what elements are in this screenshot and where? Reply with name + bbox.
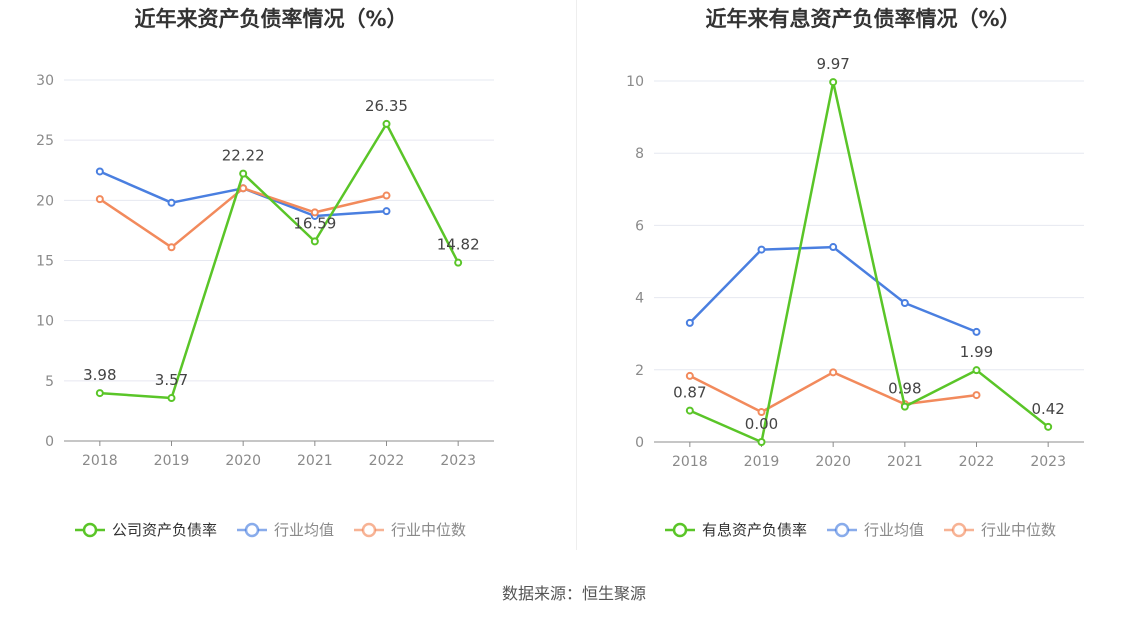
data-point-company	[685, 406, 694, 415]
y-tick-label: 6	[635, 218, 644, 234]
data-point-company	[757, 438, 766, 446]
data-point-industry-median	[310, 208, 319, 217]
y-tick-label: 10	[626, 74, 644, 90]
data-point-industry-median	[685, 371, 694, 380]
legend-marker-company	[672, 522, 688, 538]
x-tick-label: 2021	[297, 453, 333, 469]
data-point-industry-mean	[382, 207, 391, 216]
data-label: 0.98	[888, 380, 921, 398]
legend-marker-industry-median	[361, 522, 377, 538]
data-point-industry-mean	[829, 243, 838, 252]
legend-label-company: 公司资产负债率	[112, 521, 217, 539]
x-tick-label: 2019	[744, 454, 780, 470]
data-label: 16.59	[293, 214, 336, 232]
legend-label-industry-median: 行业中位数	[981, 521, 1056, 539]
legend-marker-company	[82, 522, 98, 538]
y-tick-label: 20	[36, 193, 54, 209]
data-point-company	[239, 169, 248, 178]
series-line-industry-median	[99, 187, 387, 249]
series-line-industry-mean	[688, 245, 977, 334]
data-point-company	[310, 237, 319, 246]
data-label: 14.82	[437, 236, 480, 254]
y-tick-label: 4	[635, 291, 644, 307]
x-tick-label: 2020	[225, 453, 261, 469]
legend-label-industry-mean: 行业均值	[864, 521, 924, 539]
x-tick-label: 2018	[672, 454, 708, 470]
data-point-company	[1044, 422, 1053, 431]
data-point-company	[829, 78, 838, 87]
data-label: 0.87	[673, 384, 706, 402]
chart-title: 近年来资产负债率情况（%）	[134, 7, 407, 31]
data-point-industry-mean	[757, 245, 766, 254]
y-tick-label: 15	[36, 254, 54, 270]
data-point-industry-median	[757, 408, 766, 417]
data-point-industry-mean	[167, 198, 176, 207]
data-point-company	[167, 394, 176, 403]
data-point-industry-mean	[95, 167, 104, 176]
y-tick-label: 0	[635, 435, 644, 451]
data-label: 26.35	[365, 97, 408, 115]
y-tick-label: 30	[36, 73, 54, 89]
legend-marker-industry-mean	[834, 522, 850, 538]
data-point-company	[900, 402, 909, 411]
legend-label-industry-median: 行业中位数	[391, 521, 466, 539]
data-label: 0.42	[1031, 400, 1064, 418]
series-line-company	[689, 80, 1049, 444]
legend-marker-industry-mean	[244, 522, 260, 538]
data-point-industry-mean	[900, 299, 909, 308]
legend-marker-industry-median	[951, 522, 967, 538]
y-tick-label: 25	[36, 133, 54, 149]
data-point-industry-median	[382, 191, 391, 200]
x-tick-label: 2023	[1030, 454, 1066, 470]
y-tick-label: 10	[36, 314, 54, 330]
chart-divider	[576, 0, 577, 550]
x-tick-label: 2022	[959, 454, 995, 470]
chart-title: 近年来有息资产负债率情况（%）	[705, 7, 1020, 31]
data-point-company	[382, 119, 391, 128]
x-tick-label: 2022	[369, 453, 405, 469]
data-point-industry-median	[239, 184, 248, 193]
y-tick-label: 8	[635, 146, 644, 162]
y-tick-label: 0	[45, 434, 54, 450]
data-label: 3.57	[155, 371, 188, 389]
data-point-industry-mean	[685, 318, 694, 327]
x-tick-label: 2021	[887, 454, 923, 470]
y-tick-label: 5	[45, 374, 54, 390]
data-label: 22.22	[222, 147, 265, 165]
data-point-industry-median	[829, 368, 838, 377]
y-tick-label: 2	[635, 363, 644, 379]
data-label: 1.99	[960, 343, 993, 361]
series-line-company	[99, 122, 460, 400]
data-point-company	[454, 258, 463, 267]
data-point-company	[972, 366, 981, 375]
data-label: 3.98	[83, 366, 116, 384]
data-label: 0.00	[745, 415, 778, 433]
chart-asset-liability-ratio: 近年来资产负债率情况（%） 0 5 10 15 20 25 30 2018 2019 2020 202…	[36, 7, 494, 539]
x-tick-label: 2023	[440, 453, 476, 469]
data-point-industry-median	[167, 243, 176, 252]
x-tick-label: 2020	[815, 454, 851, 470]
data-point-industry-median	[972, 391, 981, 400]
x-tick-label: 2019	[154, 453, 190, 469]
legend-label-industry-mean: 行业均值	[274, 521, 334, 539]
data-point-industry-median	[95, 195, 104, 204]
data-source-note: 数据来源：恒生聚源	[501, 584, 646, 603]
x-tick-label: 2018	[82, 453, 118, 469]
legend-label-company: 有息资产负债率	[702, 521, 807, 539]
chart-interest-bearing-liability-ratio: 近年来有息资产负债率情况（%） 0 2 4 6 8 10 2018 2019 2020 2021 20…	[626, 7, 1084, 539]
data-point-industry-mean	[972, 327, 981, 336]
data-point-company	[95, 389, 104, 398]
data-label: 9.97	[816, 55, 849, 73]
